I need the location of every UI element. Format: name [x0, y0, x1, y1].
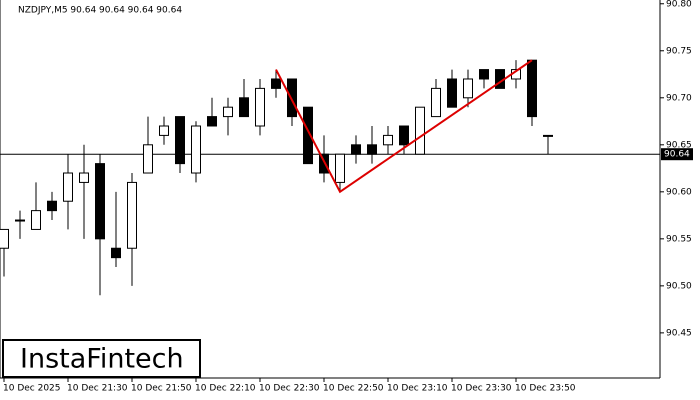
candle-body — [0, 228, 9, 249]
pattern-line — [275, 59, 533, 194]
candle-body — [479, 69, 489, 80]
candle-body — [319, 153, 329, 174]
candle-body — [527, 59, 537, 118]
candle-body — [175, 116, 185, 165]
x-tick-label: 10 Dec 22:50 — [323, 384, 384, 394]
candle-body — [111, 247, 121, 259]
candle-body — [95, 163, 105, 240]
candle-body — [543, 134, 553, 137]
x-tick-label: 10 Dec 21:50 — [131, 384, 192, 394]
y-tick-label: 90.45 — [666, 328, 692, 338]
x-tick-label: 10 Dec 22:10 — [195, 384, 256, 394]
candle-body — [79, 172, 89, 183]
candle-body — [431, 87, 441, 118]
candle-body — [367, 144, 377, 155]
x-tick-label: 10 Dec 21:30 — [67, 384, 128, 394]
candle-body — [303, 106, 313, 165]
y-tick-label: 90.60 — [666, 187, 692, 197]
candle-body — [399, 125, 409, 146]
candle-body — [159, 125, 169, 136]
logo-box — [2, 339, 201, 378]
candle-body — [287, 78, 297, 118]
candle-body — [255, 87, 265, 127]
logo: InstaFintech — [20, 344, 184, 375]
x-tick-label: 10 Dec 22:30 — [259, 384, 320, 394]
candle-body — [271, 78, 281, 89]
candle-body — [239, 97, 249, 118]
candle-body — [335, 153, 345, 183]
candle-body — [15, 219, 25, 222]
candle-body — [31, 210, 41, 230]
x-tick-label: 10 Dec 23:30 — [451, 384, 512, 394]
y-tick-label: 90.65 — [666, 140, 692, 150]
candle-body — [383, 134, 393, 146]
candle-body — [127, 181, 137, 249]
x-tick-label: 10 Dec 2025 — [3, 384, 61, 394]
y-tick-label: 90.80 — [666, 0, 692, 9]
candle-body — [63, 172, 73, 202]
candle-body — [207, 116, 217, 127]
y-tick-label: 90.55 — [666, 234, 692, 244]
x-tick-label: 10 Dec 23:50 — [515, 384, 576, 394]
candle-body — [463, 78, 473, 99]
candle-body — [415, 106, 425, 155]
y-tick-label: 90.50 — [666, 281, 692, 291]
candle-body — [447, 78, 457, 108]
y-tick-label: 90.75 — [666, 46, 692, 56]
chart-title: NZDJPY,M5 90.64 90.64 90.64 90.64 — [18, 6, 182, 16]
y-tick-label: 90.70 — [666, 93, 692, 103]
current-price-label: 90.64 — [664, 150, 690, 160]
current-price-box — [661, 148, 693, 161]
candle-body — [191, 125, 201, 174]
candle-body — [143, 144, 153, 174]
candle-body — [223, 106, 233, 118]
x-tick-label: 10 Dec 23:10 — [387, 384, 448, 394]
candle-body — [47, 200, 57, 212]
candle-body — [351, 144, 361, 155]
